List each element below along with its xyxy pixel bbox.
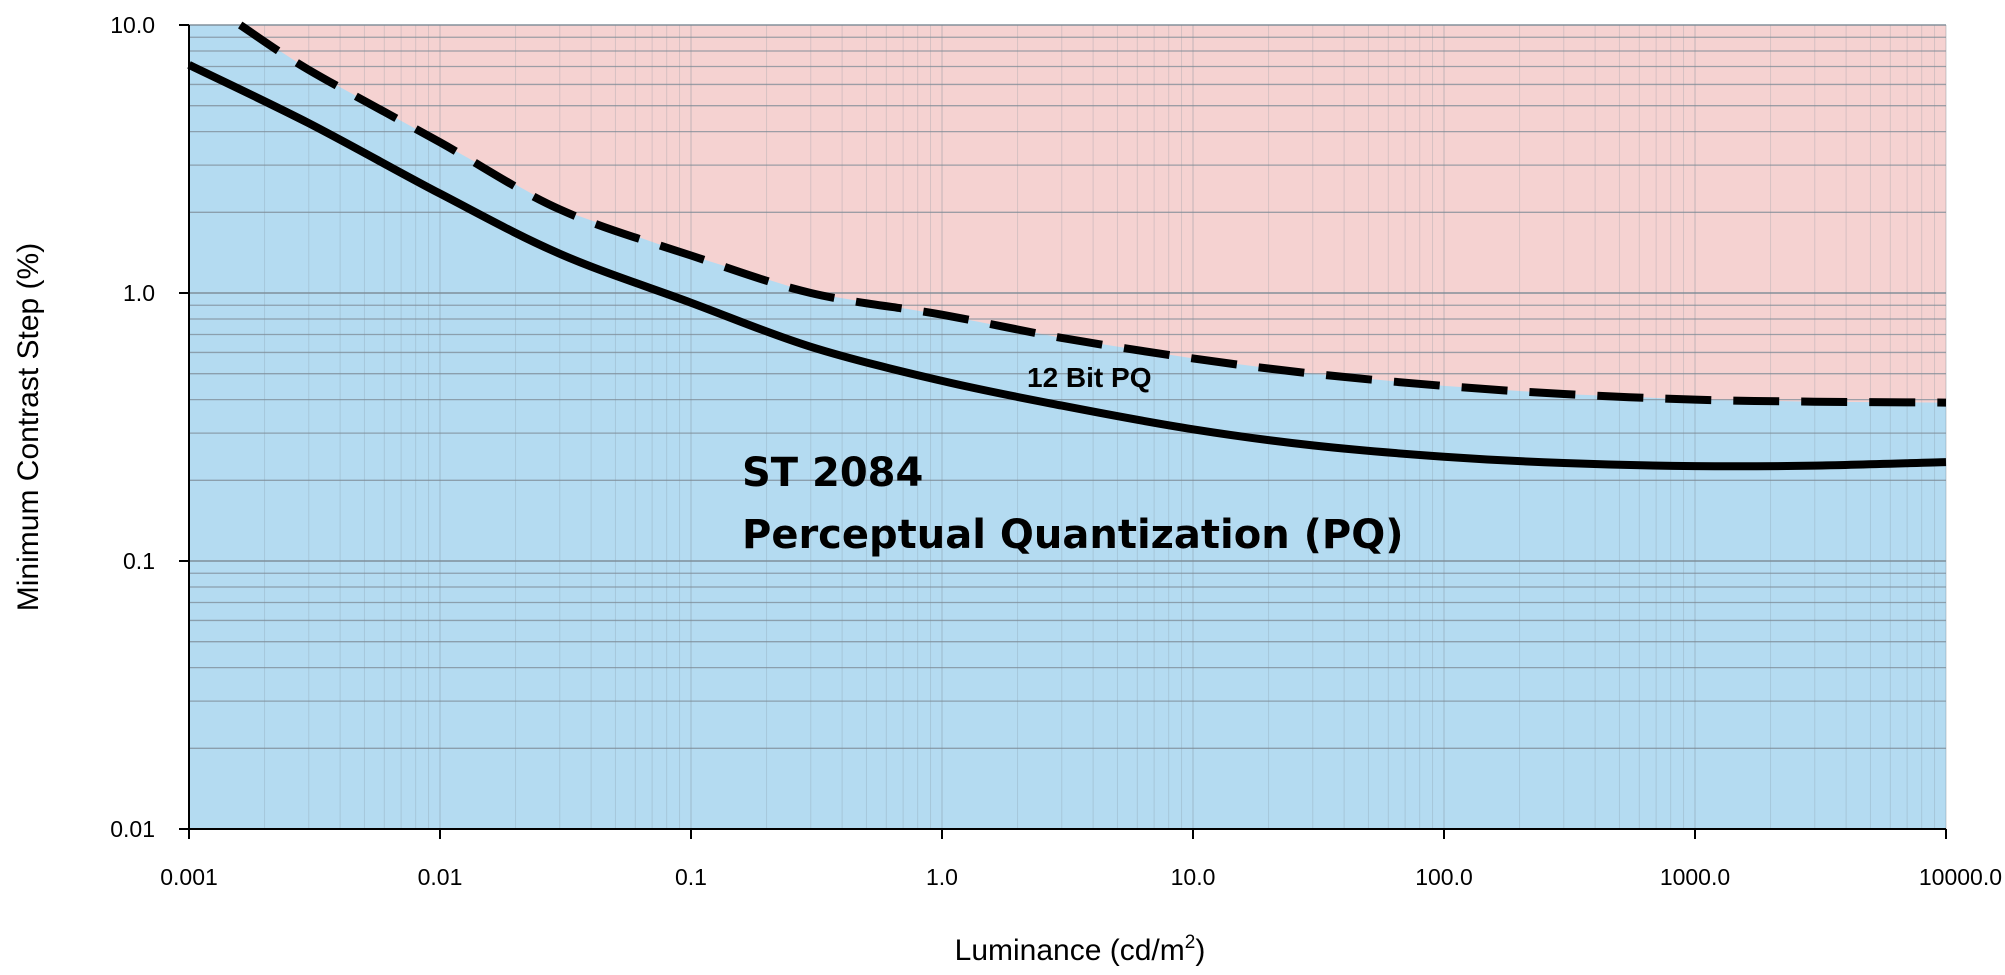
y-tick-label: 1.0 [123, 280, 155, 306]
y-axis-title: Minimum Contrast Step (%) [12, 243, 45, 611]
x-axis-title-superscript: 2 [1185, 932, 1196, 953]
plot-background [189, 25, 1946, 829]
x-axis-title: Luminance (cd/m2) [955, 932, 1206, 967]
series-line-12bit-pq-dashed [238, 21, 1947, 407]
x-tick-label: 1.0 [926, 864, 958, 890]
axes [179, 24, 1947, 839]
y-tick-label: 10.0 [110, 12, 155, 38]
y-tick-label: 0.01 [110, 816, 155, 842]
solid-series-label-line1: ST 2084 [742, 450, 923, 496]
region-below-threshold [189, 25, 1946, 829]
tick-labels: 0.001 0.01 0.1 1.0 10.0 100.0 1000.0 10000.00.0… [110, 12, 2002, 890]
x-tick-label: 100.0 [1415, 864, 1473, 890]
x-tick-label: 10000.0 [1919, 864, 2002, 890]
x-tick-label: 1000.0 [1660, 864, 1730, 890]
x-tick-label: 0.001 [160, 864, 218, 890]
x-tick-label: 0.1 [675, 864, 707, 890]
solid-series-label-line2: Perceptual Quantization (PQ) [742, 512, 1404, 558]
data-series [187, 21, 1947, 471]
dashed-series-label: 12 Bit PQ [1027, 362, 1151, 393]
x-tick-label: 10.0 [1171, 864, 1216, 890]
series-line-st2084-pq-solid [187, 61, 1947, 471]
x-tick-label: 0.01 [418, 864, 463, 890]
y-tick-label: 0.1 [123, 548, 155, 574]
